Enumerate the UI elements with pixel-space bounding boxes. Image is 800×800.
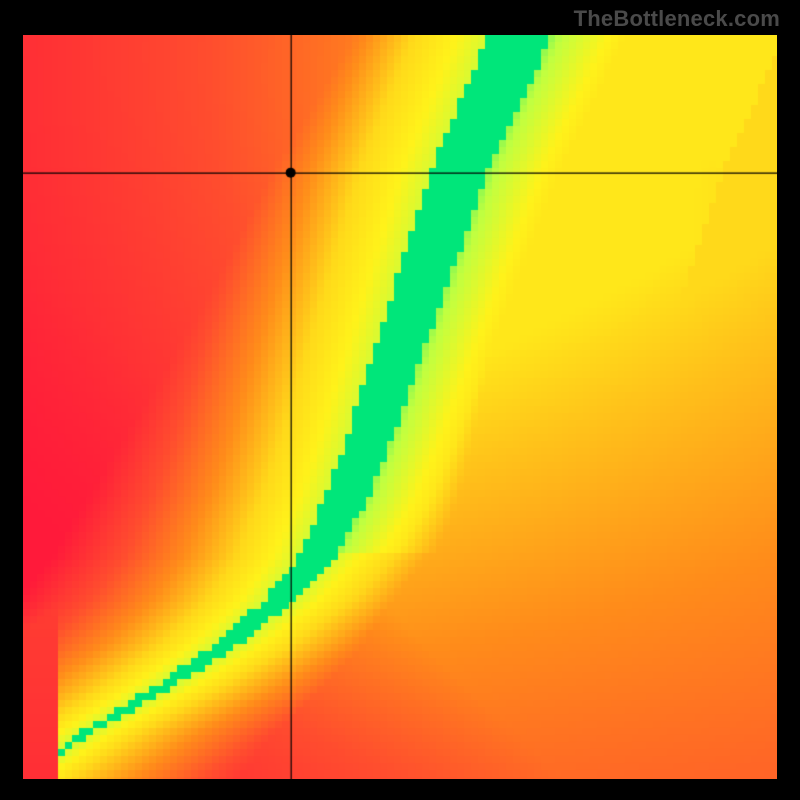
- heatmap-canvas: [23, 35, 777, 779]
- watermark-text: TheBottleneck.com: [574, 6, 780, 32]
- heatmap-plot: [23, 35, 777, 779]
- chart-container: TheBottleneck.com: [0, 0, 800, 800]
